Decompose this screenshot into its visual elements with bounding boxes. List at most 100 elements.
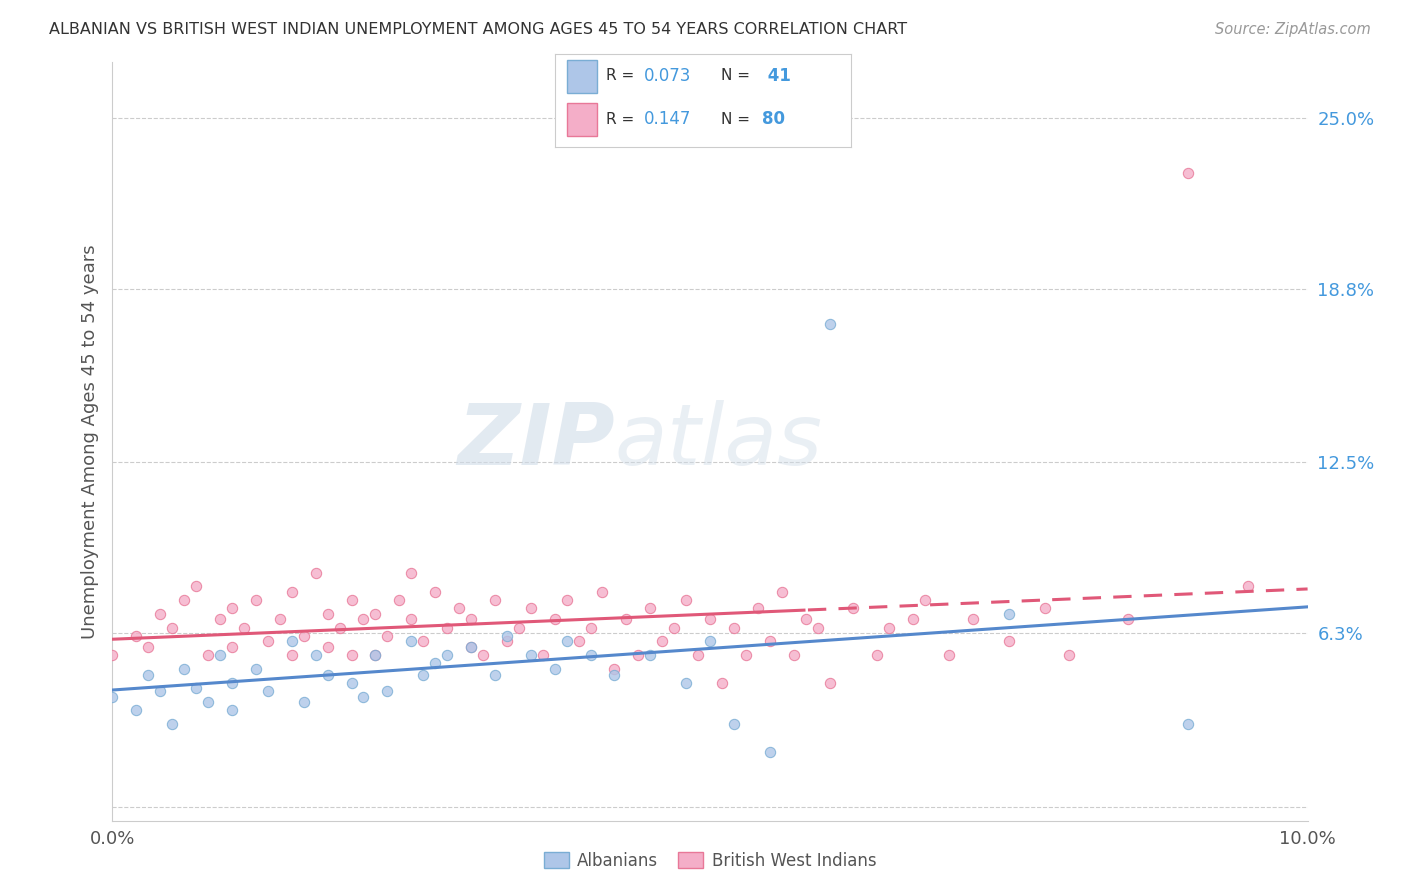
Point	[664, 621, 686, 635]
Point	[340, 675, 363, 690]
Point	[353, 690, 375, 704]
Text: 80: 80	[762, 110, 785, 128]
Point	[675, 675, 697, 690]
Point	[818, 675, 841, 690]
Point	[879, 621, 901, 635]
Point	[162, 621, 183, 635]
Point	[425, 657, 447, 671]
Point	[401, 634, 423, 648]
Point	[425, 584, 447, 599]
Point	[484, 593, 506, 607]
Point	[221, 703, 243, 717]
Point	[1057, 648, 1080, 663]
Y-axis label: Unemployment Among Ages 45 to 54 years: Unemployment Among Ages 45 to 54 years	[80, 244, 98, 639]
Point	[125, 629, 148, 643]
Point	[711, 675, 734, 690]
Point	[675, 593, 697, 607]
Point	[364, 607, 387, 621]
Point	[173, 662, 195, 676]
Point	[842, 601, 865, 615]
Point	[149, 684, 172, 698]
Bar	[567, 60, 596, 93]
Point	[472, 648, 495, 663]
Point	[818, 318, 841, 332]
Point	[1177, 166, 1199, 180]
Point	[449, 601, 471, 615]
Point	[568, 634, 591, 648]
Point	[269, 612, 291, 626]
Text: R =: R =	[606, 69, 638, 84]
Point	[281, 648, 304, 663]
Point	[914, 593, 936, 607]
Point	[364, 648, 387, 663]
Point	[101, 690, 124, 704]
Text: Source: ZipAtlas.com: Source: ZipAtlas.com	[1215, 22, 1371, 37]
Point	[555, 593, 578, 607]
Point	[998, 607, 1021, 621]
Point	[173, 593, 195, 607]
Point	[125, 703, 148, 717]
Point	[412, 667, 434, 681]
Point	[759, 745, 782, 759]
Legend: Albanians, British West Indians: Albanians, British West Indians	[537, 846, 883, 877]
Point	[245, 662, 267, 676]
Point	[377, 629, 399, 643]
Point	[377, 684, 399, 698]
Point	[1033, 601, 1056, 615]
Point	[316, 607, 339, 621]
Point	[186, 579, 208, 593]
Point	[257, 684, 280, 698]
Point	[401, 612, 423, 626]
Point	[245, 593, 267, 607]
Point	[592, 584, 614, 599]
Text: R =: R =	[606, 112, 638, 127]
Point	[162, 717, 183, 731]
Point	[149, 607, 172, 621]
Point	[221, 675, 243, 690]
Point	[221, 640, 243, 654]
Point	[460, 640, 482, 654]
Point	[305, 648, 328, 663]
Point	[807, 621, 830, 635]
Point	[460, 640, 482, 654]
Text: 0.073: 0.073	[644, 67, 692, 85]
Point	[436, 621, 458, 635]
Point	[340, 648, 363, 663]
Point	[783, 648, 806, 663]
Text: ZIP: ZIP	[457, 400, 614, 483]
Point	[401, 566, 423, 580]
Point	[603, 667, 626, 681]
Point	[209, 648, 232, 663]
Point	[770, 584, 793, 599]
Point	[197, 648, 219, 663]
Point	[640, 601, 662, 615]
Point	[496, 629, 519, 643]
Point	[1237, 579, 1260, 593]
Point	[962, 612, 984, 626]
Point	[531, 648, 554, 663]
Text: ALBANIAN VS BRITISH WEST INDIAN UNEMPLOYMENT AMONG AGES 45 TO 54 YEARS CORRELATI: ALBANIAN VS BRITISH WEST INDIAN UNEMPLOY…	[49, 22, 907, 37]
Point	[138, 640, 160, 654]
Text: N =: N =	[721, 69, 755, 84]
Point	[101, 648, 124, 663]
Point	[257, 634, 280, 648]
Point	[412, 634, 434, 648]
Point	[866, 648, 889, 663]
Point	[292, 695, 315, 709]
Point	[794, 612, 817, 626]
Point	[364, 648, 387, 663]
Point	[723, 717, 745, 731]
Point	[281, 634, 304, 648]
Bar	[567, 103, 596, 136]
Point	[329, 621, 352, 635]
Text: atlas: atlas	[614, 400, 823, 483]
Point	[221, 601, 243, 615]
Point	[616, 612, 638, 626]
Text: N =: N =	[721, 112, 755, 127]
Point	[388, 593, 411, 607]
Point	[520, 601, 543, 615]
Point	[688, 648, 710, 663]
Point	[496, 634, 519, 648]
Point	[1177, 717, 1199, 731]
Point	[209, 612, 232, 626]
